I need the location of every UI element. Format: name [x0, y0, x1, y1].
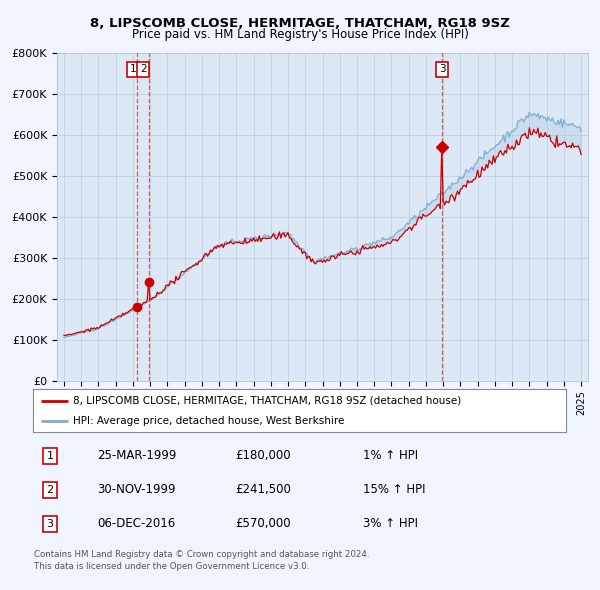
Text: 3: 3	[439, 64, 445, 74]
Text: Price paid vs. HM Land Registry's House Price Index (HPI): Price paid vs. HM Land Registry's House …	[131, 28, 469, 41]
Text: 2: 2	[140, 64, 146, 74]
Text: 3% ↑ HPI: 3% ↑ HPI	[364, 517, 418, 530]
Text: Contains HM Land Registry data © Crown copyright and database right 2024.
This d: Contains HM Land Registry data © Crown c…	[34, 550, 370, 571]
Text: 3: 3	[47, 519, 53, 529]
Text: 25-MAR-1999: 25-MAR-1999	[97, 449, 176, 462]
Text: 30-NOV-1999: 30-NOV-1999	[97, 483, 175, 496]
Text: 1: 1	[130, 64, 136, 74]
Text: 8, LIPSCOMB CLOSE, HERMITAGE, THATCHAM, RG18 9SZ: 8, LIPSCOMB CLOSE, HERMITAGE, THATCHAM, …	[90, 17, 510, 30]
Text: £241,500: £241,500	[235, 483, 292, 496]
Text: 2: 2	[46, 485, 53, 494]
Text: 8, LIPSCOMB CLOSE, HERMITAGE, THATCHAM, RG18 9SZ (detached house): 8, LIPSCOMB CLOSE, HERMITAGE, THATCHAM, …	[73, 396, 461, 406]
Text: £180,000: £180,000	[235, 449, 291, 462]
Text: 06-DEC-2016: 06-DEC-2016	[97, 517, 175, 530]
Text: 1: 1	[47, 451, 53, 461]
Text: 15% ↑ HPI: 15% ↑ HPI	[364, 483, 426, 496]
Text: HPI: Average price, detached house, West Berkshire: HPI: Average price, detached house, West…	[73, 417, 344, 426]
Text: 1% ↑ HPI: 1% ↑ HPI	[364, 449, 418, 462]
Text: £570,000: £570,000	[235, 517, 291, 530]
